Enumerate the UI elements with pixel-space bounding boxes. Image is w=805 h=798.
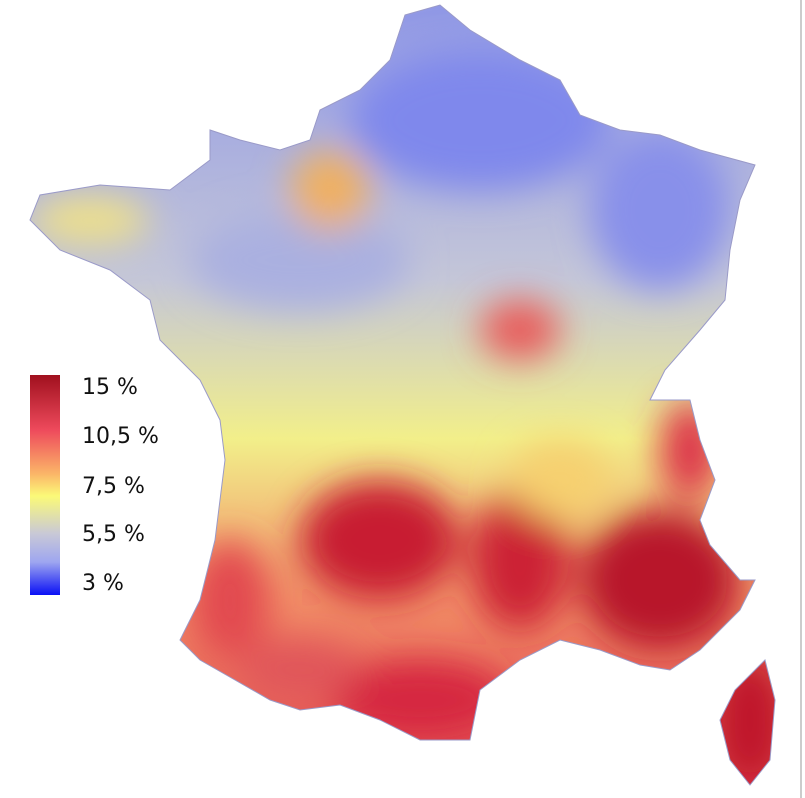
legend-label: 7,5 % (82, 474, 145, 499)
france-outline (29, 4, 776, 786)
legend-scale (30, 375, 60, 595)
legend-label: 15 % (82, 375, 138, 400)
legend-label: 3 % (82, 571, 124, 596)
legend-label: 10,5 % (82, 424, 159, 449)
legend-label: 5,5 % (82, 522, 145, 547)
